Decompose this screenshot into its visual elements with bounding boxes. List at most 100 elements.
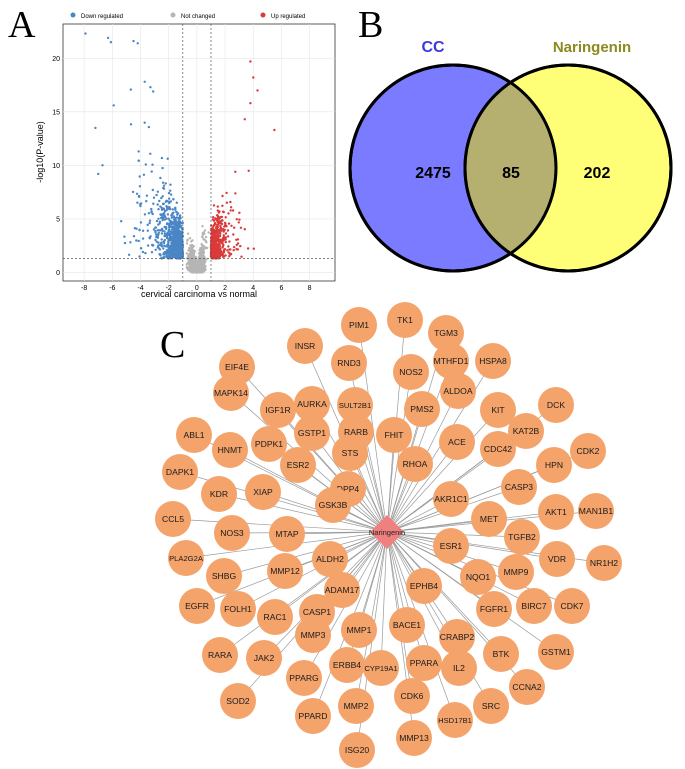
data-point [171, 235, 174, 238]
data-point [176, 213, 179, 216]
data-point [152, 90, 155, 93]
data-point [157, 247, 161, 250]
gene-node-label: RND3 [337, 358, 361, 368]
data-point [179, 250, 182, 253]
gene-node-circle [397, 446, 433, 482]
data-point [252, 247, 255, 250]
data-point [180, 232, 183, 235]
gene-node-circle [168, 540, 204, 576]
gene-node-circle [389, 607, 425, 643]
legend-up-label: Up regulated [271, 14, 305, 20]
volcano-legend: Down regulated Not changed Up regulated [70, 12, 305, 20]
gene-node: GSTP1 [294, 415, 330, 451]
gene-node-circle [287, 328, 323, 364]
gene-node-circle [212, 432, 248, 468]
venn-outline-naringenin [463, 63, 673, 273]
gene-node-label: VDR [548, 554, 566, 564]
data-point [177, 250, 180, 253]
gene-node: FHIT [376, 417, 412, 453]
venn-diagram: CC Naringenin 2475 85 202 [348, 39, 673, 273]
gene-node-label: MAN1B1 [579, 506, 614, 516]
data-point [180, 254, 183, 257]
y-tick-label: 0 [56, 270, 60, 277]
data-point [224, 238, 227, 241]
gene-node-label: CRABP2 [440, 632, 475, 642]
gene-node-label: FOLH1 [224, 604, 252, 614]
data-point [165, 236, 169, 239]
gene-node-label: CCNA2 [512, 682, 541, 692]
network-edge [386, 409, 499, 533]
data-point [216, 214, 219, 217]
gene-node-circle [337, 387, 373, 423]
data-point [158, 253, 161, 256]
data-point [166, 243, 170, 247]
data-point [215, 218, 218, 221]
gene-node-circle [554, 588, 590, 624]
data-point [238, 211, 241, 214]
data-point [189, 260, 192, 263]
gene-node-circle [295, 617, 331, 653]
gene-node-label: HNMT [218, 445, 244, 455]
gene-node-circle [315, 487, 351, 523]
data-point [164, 245, 167, 248]
data-point [221, 228, 225, 231]
data-point [187, 249, 190, 252]
data-point [219, 225, 222, 228]
gene-node-circle [508, 413, 544, 449]
gene-node: BIRC7 [516, 588, 552, 624]
data-point [172, 222, 175, 226]
data-point [177, 234, 181, 237]
gene-node-circle [439, 619, 475, 655]
gene-node: KIT [480, 392, 516, 428]
gene-node-circle [202, 637, 238, 673]
data-point [159, 216, 163, 220]
gene-node-circle [394, 678, 430, 714]
data-point [162, 240, 165, 243]
data-point [140, 202, 143, 205]
data-point [212, 204, 216, 207]
data-point [139, 221, 143, 224]
data-point [199, 271, 203, 274]
data-point [175, 244, 179, 248]
gene-node: EGFR [179, 588, 215, 624]
gene-node-label: PPARG [289, 673, 319, 683]
gene-node-circle [339, 732, 375, 768]
gene-node-label: DAPK1 [166, 467, 194, 477]
network-edge [386, 441, 458, 533]
gene-node-circle [179, 588, 215, 624]
gene-node: EPHB4 [406, 568, 442, 604]
data-point [215, 229, 218, 232]
data-point [163, 218, 167, 221]
data-point [198, 249, 201, 252]
data-point [180, 242, 183, 246]
gene-node-label: ESR1 [440, 541, 463, 551]
gene-node-label: KAT2B [513, 426, 540, 436]
data-point [148, 221, 151, 225]
data-point [219, 216, 222, 219]
data-point [216, 205, 219, 208]
data-point [135, 192, 139, 195]
gene-node-circle [437, 702, 473, 738]
gene-node: AKR1C1 [433, 481, 469, 517]
data-point [141, 250, 145, 254]
gene-node: PMS2 [404, 391, 440, 427]
data-point [158, 199, 161, 203]
panel-label-b: B [358, 4, 384, 46]
data-point [190, 265, 193, 268]
gene-node-label: CDK2 [577, 446, 600, 456]
gene-node-circle [220, 591, 256, 627]
gene-node: ABL1 [176, 417, 212, 453]
data-point [169, 225, 172, 228]
data-point [158, 243, 162, 247]
data-point [224, 224, 227, 227]
gene-node: HSPA8 [475, 343, 511, 379]
gene-node-circle [538, 494, 574, 530]
gene-node: ACE [439, 424, 475, 460]
data-point [129, 241, 132, 244]
gene-node-label: ERBB4 [333, 660, 361, 670]
data-point [152, 202, 155, 205]
data-point [175, 240, 179, 243]
gene-node-label: ADAM17 [325, 585, 360, 595]
gene-node-circle [341, 612, 377, 648]
venn-count-naringenin-only: 202 [584, 165, 611, 182]
